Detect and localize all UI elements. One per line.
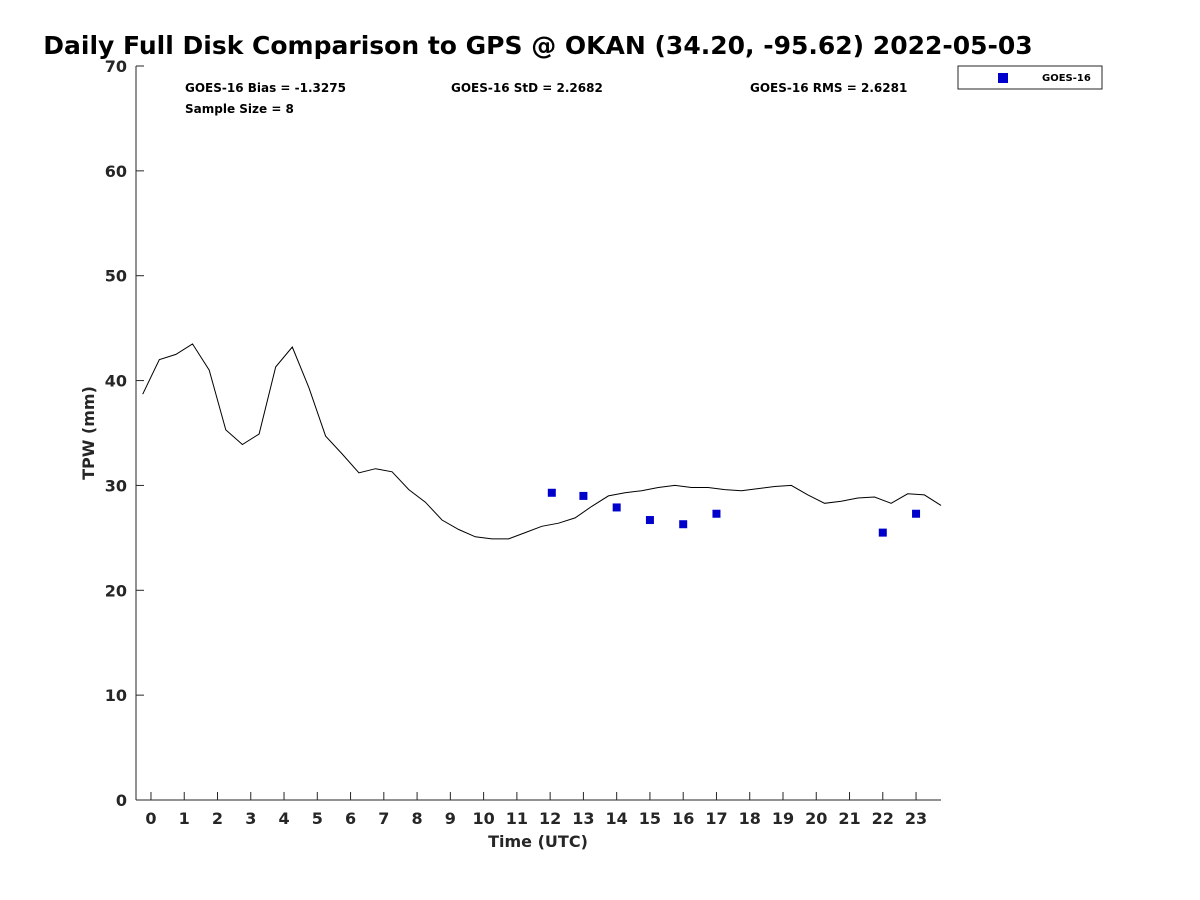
chart-title: Daily Full Disk Comparison to GPS @ OKAN… — [43, 31, 1032, 60]
y-tick-label: 30 — [105, 476, 127, 495]
x-tick-label: 16 — [672, 809, 694, 828]
x-tick-label: 20 — [805, 809, 827, 828]
y-tick-label: 70 — [105, 57, 127, 76]
goes-16-point — [612, 503, 621, 512]
y-tick-label: 40 — [105, 372, 127, 391]
goes-16-point — [579, 491, 588, 500]
y-tick-label: 50 — [105, 267, 127, 286]
std-stat: GOES-16 StD = 2.2682 — [451, 81, 603, 95]
y-tick-label: 0 — [116, 791, 127, 810]
goes-16-point — [547, 488, 556, 497]
y-axis-ticks: 0 10 20 30 40 50 60 70 — [105, 57, 144, 810]
y-tick-label: 60 — [105, 162, 127, 181]
x-tick-label: 1 — [179, 809, 190, 828]
goes-16-point — [679, 520, 688, 529]
x-tick-label: 3 — [245, 809, 256, 828]
x-tick-label: 0 — [145, 809, 156, 828]
x-tick-label: 14 — [606, 809, 628, 828]
x-tick-label: 11 — [506, 809, 528, 828]
x-axis-label: Time (UTC) — [488, 832, 588, 851]
goes-16-point — [645, 516, 654, 525]
rms-stat: GOES-16 RMS = 2.6281 — [750, 81, 907, 95]
x-tick-label: 23 — [905, 809, 927, 828]
goes-16-point — [912, 509, 921, 518]
x-tick-label: 15 — [639, 809, 661, 828]
x-tick-label: 18 — [739, 809, 761, 828]
y-tick-label: 10 — [105, 686, 127, 705]
x-tick-label: 10 — [472, 809, 494, 828]
x-tick-label: 9 — [445, 809, 456, 828]
x-tick-label: 12 — [539, 809, 561, 828]
x-tick-label: 17 — [705, 809, 727, 828]
legend-entry-goes-16: GOES-16 — [1042, 73, 1091, 84]
bias-stat: GOES-16 Bias = -1.3275 — [185, 81, 346, 95]
x-tick-label: 22 — [872, 809, 894, 828]
x-tick-label: 13 — [572, 809, 594, 828]
x-axis-ticks: 0 1 2 3 4 5 6 7 8 9 10 11 12 13 14 15 16 17 18 19 20 21 22 23 — [145, 792, 927, 828]
legend-marker-goes-16 — [998, 73, 1008, 83]
goes-16-point — [712, 509, 721, 518]
x-tick-label: 5 — [312, 809, 323, 828]
legend: GOES-16 — [957, 65, 1103, 90]
series-layer — [142, 343, 942, 540]
gps-line-series — [142, 343, 942, 540]
y-axis-label: TPW (mm) — [79, 386, 98, 480]
goes-16-point — [878, 528, 887, 537]
axes — [135, 66, 941, 801]
x-tick-label: 19 — [772, 809, 794, 828]
x-tick-label: 6 — [345, 809, 356, 828]
x-tick-label: 4 — [278, 809, 289, 828]
sample-size-stat: Sample Size = 8 — [185, 102, 294, 116]
legend-box — [957, 65, 1103, 90]
x-tick-label: 21 — [838, 809, 860, 828]
x-tick-label: 7 — [378, 809, 389, 828]
x-tick-label: 8 — [412, 809, 423, 828]
y-tick-label: 20 — [105, 581, 127, 600]
x-tick-label: 2 — [212, 809, 223, 828]
